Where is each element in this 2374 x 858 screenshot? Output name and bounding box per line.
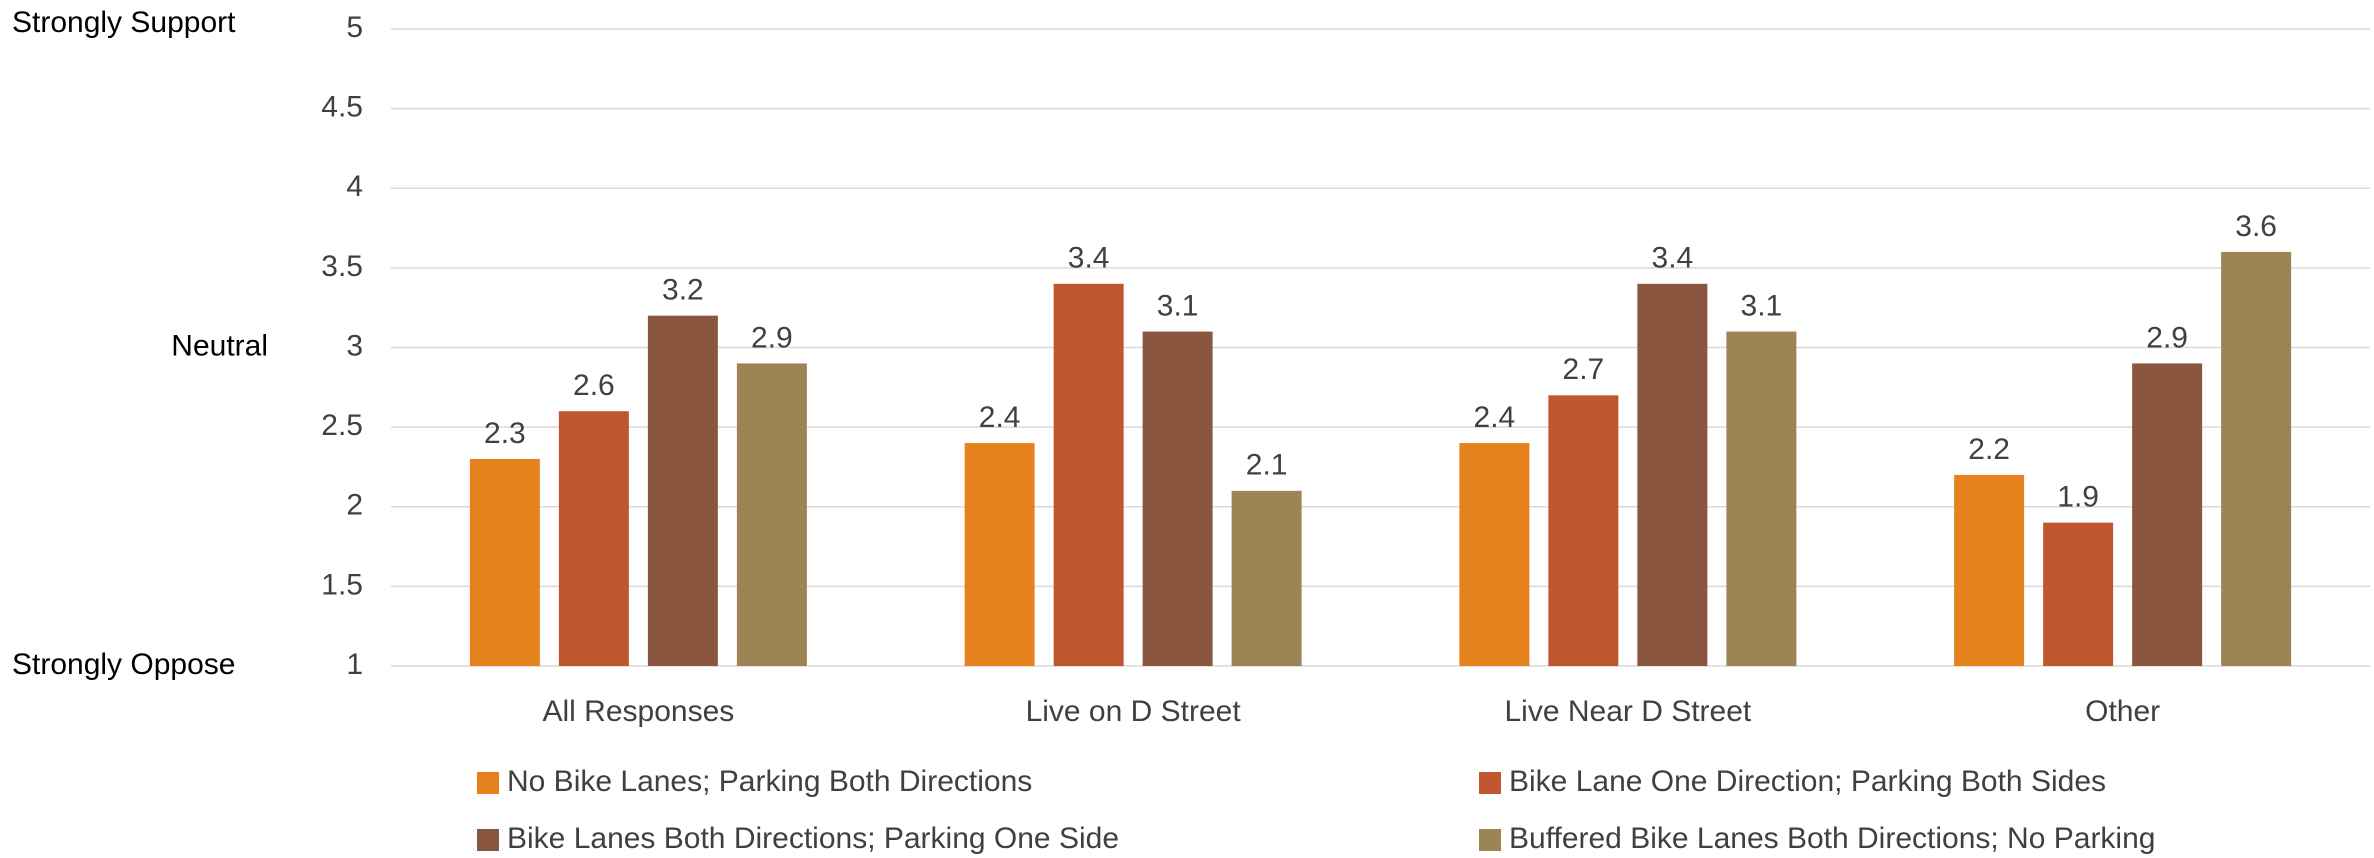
- data-label: 2.1: [1246, 449, 1288, 482]
- bar: [2043, 522, 2114, 666]
- x-tick-label: Live Near D Street: [1504, 695, 1751, 728]
- bar: [2132, 363, 2203, 666]
- data-label: 2.9: [2146, 321, 2188, 354]
- data-label: 1.9: [2057, 481, 2099, 514]
- x-tick-label: Other: [2085, 695, 2160, 728]
- data-label: 2.6: [573, 369, 615, 402]
- bar: [2221, 251, 2292, 666]
- y-tick-label: 3: [346, 329, 363, 362]
- bar: [1231, 490, 1302, 666]
- y-tick-label: 3.5: [321, 250, 363, 283]
- x-tick-label: Live on D Street: [1026, 695, 1242, 728]
- legend-label: Bike Lanes Both Directions; Parking One …: [507, 822, 1119, 855]
- data-label: 2.7: [1563, 353, 1605, 386]
- legend-swatch: [1479, 829, 1501, 851]
- bar: [1548, 395, 1619, 666]
- y-tick-label: 2.5: [321, 409, 363, 442]
- bar: [469, 458, 540, 666]
- bar: [736, 363, 807, 666]
- data-label: 3.1: [1741, 289, 1783, 322]
- y-annotation: Neutral: [171, 329, 268, 362]
- y-annotation: Strongly Oppose: [12, 648, 235, 681]
- bar: [1053, 283, 1124, 666]
- y-annotation: Strongly Support: [12, 6, 236, 39]
- data-label: 2.4: [1474, 401, 1516, 434]
- data-label: 2.3: [484, 417, 526, 450]
- y-tick-label: 4: [346, 170, 363, 203]
- bar: [1142, 331, 1213, 666]
- legend-label: No Bike Lanes; Parking Both Directions: [507, 765, 1032, 798]
- legend-swatch: [477, 829, 499, 851]
- data-label: 3.1: [1157, 289, 1199, 322]
- bar: [964, 443, 1035, 666]
- data-label: 3.4: [1652, 242, 1694, 275]
- data-label: 2.9: [751, 321, 793, 354]
- data-label: 3.2: [662, 274, 704, 307]
- bar: [558, 411, 629, 666]
- bar: [1726, 331, 1797, 666]
- y-tick-label: 5: [346, 11, 363, 44]
- data-label: 3.6: [2235, 210, 2277, 243]
- y-tick-label: 1: [346, 648, 363, 681]
- y-tick-label: 2: [346, 489, 363, 522]
- legend-label: Buffered Bike Lanes Both Directions; No …: [1509, 822, 2155, 855]
- legend-swatch: [1479, 772, 1501, 794]
- y-tick-label: 1.5: [321, 568, 363, 601]
- bar: [1954, 474, 2025, 666]
- data-label: 3.4: [1068, 242, 1110, 275]
- y-tick-label: 4.5: [321, 91, 363, 124]
- legend-label: Bike Lane One Direction; Parking Both Si…: [1509, 765, 2106, 798]
- data-label: 2.4: [979, 401, 1021, 434]
- bar: [647, 315, 718, 666]
- legend-swatch: [477, 772, 499, 794]
- bar: [1459, 443, 1530, 666]
- x-tick-label: All Responses: [542, 695, 734, 728]
- data-label: 2.2: [1968, 433, 2010, 466]
- bar: [1637, 283, 1708, 666]
